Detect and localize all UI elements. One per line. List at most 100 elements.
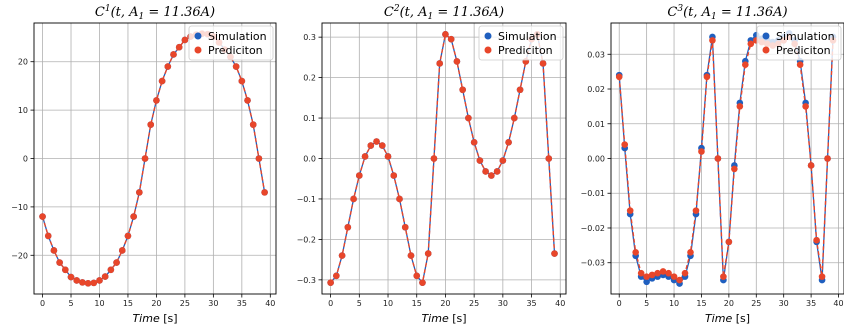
prediction-point bbox=[113, 259, 120, 266]
prediction-point bbox=[73, 277, 81, 284]
prediction-point bbox=[44, 232, 52, 240]
prediction-point bbox=[436, 60, 443, 67]
x-tick-label: 25 bbox=[180, 299, 190, 308]
prediction-point bbox=[96, 277, 103, 284]
prediction-point bbox=[703, 73, 711, 81]
prediction-point bbox=[736, 103, 744, 110]
prediction-point bbox=[390, 172, 398, 179]
prediction-point bbox=[261, 189, 268, 196]
prediction-point bbox=[164, 63, 172, 70]
x-tick-label: 30 bbox=[208, 299, 218, 308]
x-tick-label: 35 bbox=[806, 299, 816, 308]
legend-label: Prediciton bbox=[208, 44, 263, 57]
prediction-point bbox=[424, 250, 432, 257]
prediction-point bbox=[742, 61, 749, 68]
x-tick-label: 10 bbox=[669, 299, 679, 308]
prediction-point bbox=[407, 252, 415, 259]
prediction-point bbox=[505, 139, 512, 146]
prediction-point bbox=[670, 273, 678, 280]
prediction-point bbox=[499, 157, 507, 164]
prediction-point bbox=[396, 195, 403, 203]
prediction-point bbox=[67, 273, 75, 281]
prediction-point bbox=[39, 213, 46, 220]
prediction-point bbox=[350, 195, 357, 203]
prediction-point bbox=[465, 114, 472, 122]
legend-label: Simulation bbox=[776, 30, 835, 43]
y-tick-label: 0 bbox=[23, 155, 28, 164]
prediction-point bbox=[626, 207, 634, 214]
y-tick-label: −0.03 bbox=[580, 259, 605, 268]
prediction-point bbox=[413, 272, 421, 280]
prediction-point bbox=[539, 60, 547, 67]
y-tick-label: 0.2 bbox=[303, 74, 316, 83]
prediction-point bbox=[158, 77, 166, 85]
prediction-point bbox=[551, 250, 558, 257]
x-tick-label: 5 bbox=[68, 299, 73, 308]
y-tick-label: −20 bbox=[11, 251, 28, 260]
prediction-point bbox=[632, 249, 639, 256]
prediction-point bbox=[141, 155, 149, 162]
x-tick-label: 25 bbox=[751, 299, 761, 308]
x-tick-label: 25 bbox=[469, 299, 479, 308]
x-tick-label: 35 bbox=[237, 299, 247, 308]
legend-marker-simulation bbox=[194, 32, 202, 40]
prediction-point bbox=[676, 276, 683, 284]
prediction-point bbox=[621, 141, 629, 148]
prediction-point bbox=[692, 207, 700, 214]
prediction-point bbox=[378, 142, 386, 149]
prediction-point bbox=[118, 247, 126, 254]
chart-panel-3: 0 5 10 15 20 25 30 35 40 −0.03 −0.02 −0.01 0.00 0.01 0… bbox=[580, 4, 844, 325]
legend-label: Prediciton bbox=[498, 44, 553, 57]
prediction-point bbox=[747, 40, 755, 48]
prediction-point bbox=[62, 266, 69, 274]
y-tick-label: −10 bbox=[11, 203, 28, 212]
legend-marker-prediction bbox=[762, 46, 770, 54]
prediction-point bbox=[681, 269, 689, 277]
prediction-point bbox=[470, 139, 478, 146]
y-tick-label: −0.3 bbox=[297, 276, 316, 285]
legend-label: Prediciton bbox=[776, 44, 831, 57]
prediction-point bbox=[637, 269, 645, 277]
x-tick-label: 35 bbox=[526, 299, 536, 308]
prediction-line bbox=[330, 33, 556, 285]
prediction-point bbox=[687, 249, 694, 256]
plot-area bbox=[327, 31, 558, 286]
prediction-point bbox=[818, 273, 826, 280]
y-tick-label: 0.00 bbox=[587, 155, 605, 164]
prediction-point bbox=[232, 63, 240, 70]
legend-box bbox=[756, 25, 842, 61]
prediction-point bbox=[698, 148, 705, 155]
chart-panel-2: 0 5 10 15 20 25 30 35 40 −0.3 −0.2 −0.1 0.0 0.1 0.2 0.3… bbox=[297, 4, 567, 325]
y-tick-label: −0.1 bbox=[297, 195, 316, 204]
prediction-point bbox=[361, 153, 369, 160]
x-tick-label: 0 bbox=[617, 299, 622, 308]
prediction-point bbox=[327, 279, 334, 286]
prediction-point bbox=[107, 266, 115, 274]
legend-label: Simulation bbox=[498, 30, 557, 43]
prediction-point bbox=[813, 236, 820, 244]
y-tick-label: 0.1 bbox=[303, 114, 316, 123]
prediction-point bbox=[136, 189, 143, 196]
x-tick-label: 20 bbox=[724, 299, 734, 308]
prediction-point bbox=[725, 238, 733, 246]
prediction-point bbox=[419, 279, 426, 286]
x-tick-label: 40 bbox=[833, 299, 843, 308]
prediction-point bbox=[720, 273, 727, 280]
x-tick-label: 40 bbox=[555, 299, 565, 308]
prediction-point bbox=[181, 36, 189, 44]
prediction-point bbox=[654, 269, 661, 277]
x-tick-label: 15 bbox=[412, 299, 422, 308]
prediction-point bbox=[545, 155, 553, 162]
x-tick-label: 30 bbox=[498, 299, 508, 308]
y-tick-label: −0.01 bbox=[580, 189, 605, 198]
y-tick-label: 0.3 bbox=[303, 33, 316, 42]
legend-label: Simulation bbox=[208, 30, 267, 43]
prediction-point bbox=[356, 172, 363, 179]
prediction-point bbox=[447, 35, 455, 43]
chart-title: C2(t, A1 = 11.36A) bbox=[384, 4, 504, 22]
x-tick-label: 30 bbox=[779, 299, 789, 308]
prediction-point bbox=[90, 279, 98, 287]
